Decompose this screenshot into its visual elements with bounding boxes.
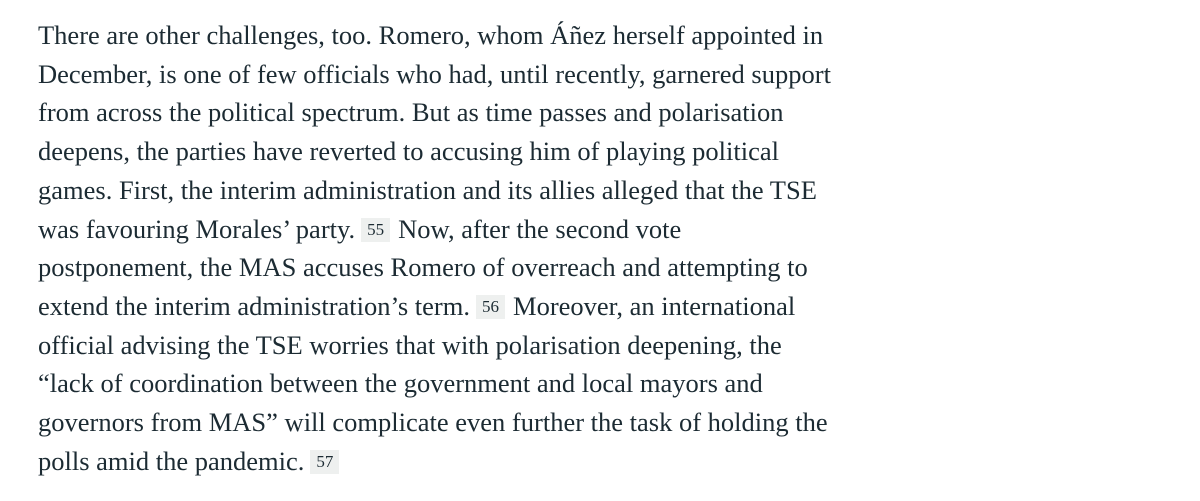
text-line: governors from MAS” will complicate even…: [38, 407, 828, 438]
text-line: “lack of coordination between the govern…: [38, 368, 763, 399]
text-segment: polls amid the pandemic.: [38, 445, 305, 476]
text-segment: Moreover, an international: [513, 290, 796, 321]
footnote-ref-57[interactable]: 57: [310, 449, 340, 474]
text-line: postponement, the MAS accuses Romero of …: [38, 252, 808, 283]
text-line: official advising the TSE worries that w…: [38, 329, 782, 360]
text-line: December, is one of few officials who ha…: [38, 58, 831, 89]
text-line: extend the interim administration’s term…: [38, 287, 938, 326]
text-line: from across the political spectrum. But …: [38, 97, 784, 128]
footnote-ref-56[interactable]: 56: [476, 294, 505, 319]
text-line: polls amid the pandemic. 57: [38, 442, 938, 481]
text-segment: Now, after the second vote: [398, 213, 682, 244]
text-line: deepens, the parties have reverted to ac…: [38, 136, 780, 167]
text-segment: extend the interim administration’s term…: [38, 290, 470, 321]
text-line: There are other challenges, too. Romero,…: [38, 20, 824, 50]
text-segment: was favouring Morales’ party.: [38, 213, 356, 244]
footnote-ref-55[interactable]: 55: [361, 217, 391, 242]
article-paragraph: There are other challenges, too. Romero,…: [38, 16, 938, 480]
text-line: was favouring Morales’ party. 55 Now, afte…: [38, 210, 938, 249]
text-line: games. First, the interim administration…: [38, 174, 817, 205]
